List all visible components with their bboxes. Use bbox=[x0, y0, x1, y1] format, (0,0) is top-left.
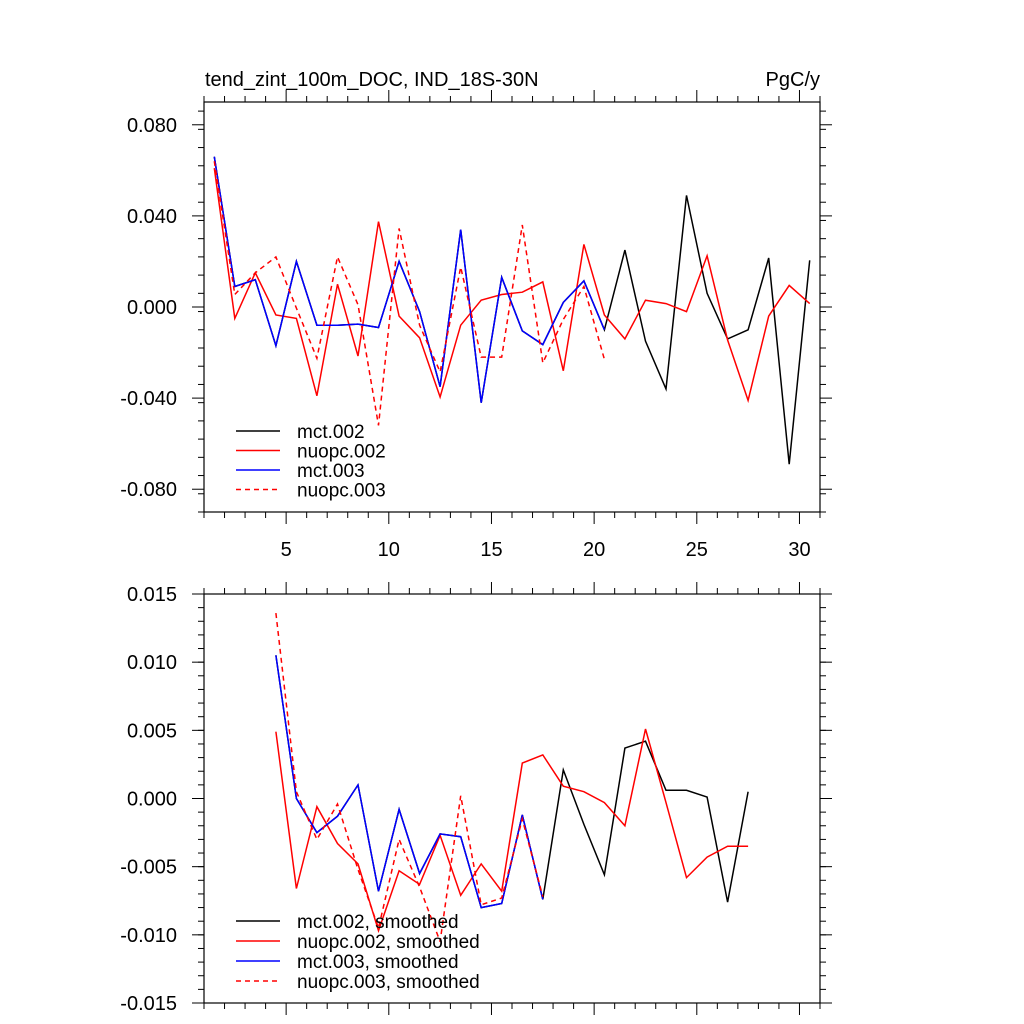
legend-label: mct.003 bbox=[297, 461, 365, 482]
bottom-panel: 0.015 0.010 0.005 0.000 -0.005 -0.010 -0.015 mc… bbox=[120, 582, 832, 1015]
y-tick-label: 0.000 bbox=[127, 789, 177, 811]
y-tick-label: -0.040 bbox=[120, 388, 177, 410]
y-tick-label: 0.010 bbox=[127, 652, 177, 674]
x-tick-label: 10 bbox=[378, 539, 400, 561]
y-tick-label: 0.000 bbox=[127, 297, 177, 319]
legend-label: mct.002, smoothed bbox=[297, 912, 459, 933]
x-tick-label: 5 bbox=[281, 539, 292, 561]
legend-label: mct.002 bbox=[297, 422, 365, 443]
series-line-mct-003-smoothed bbox=[275, 655, 544, 909]
y-tick-label: -0.005 bbox=[120, 857, 177, 879]
series-line-nuopc-003 bbox=[213, 161, 606, 426]
chart-title: tend_zint_100m_DOC, IND_18S-30N bbox=[205, 69, 539, 91]
top-panel: 0.080 0.040 0.000 -0.040 -0.080 5 10 15 20 25 30 te… bbox=[120, 69, 832, 561]
y-tick-label: -0.080 bbox=[120, 479, 177, 501]
y-tick-label: 0.015 bbox=[127, 584, 177, 606]
y-tick-label: -0.015 bbox=[120, 993, 177, 1015]
x-tick-label: 25 bbox=[686, 539, 708, 561]
legend-label: mct.003, smoothed bbox=[297, 952, 459, 973]
y-tick-label: 0.005 bbox=[127, 720, 177, 742]
legend-label: nuopc.003 bbox=[297, 481, 386, 502]
legend-label: nuopc.002, smoothed bbox=[297, 932, 480, 953]
legend-label: nuopc.002 bbox=[297, 442, 386, 463]
chart-units: PgC/y bbox=[766, 69, 820, 91]
legend-label: nuopc.003, smoothed bbox=[297, 972, 480, 993]
y-tick-label: 0.080 bbox=[127, 115, 177, 137]
x-tick-label: 15 bbox=[480, 539, 502, 561]
y-tick-label: -0.010 bbox=[120, 925, 177, 947]
series-line-nuopc-002-smoothed bbox=[275, 728, 749, 934]
series-line-mct-002-smoothed bbox=[275, 655, 749, 909]
y-tick-label: 0.040 bbox=[127, 206, 177, 228]
x-tick-label: 20 bbox=[583, 539, 605, 561]
series-line-nuopc-003-smoothed bbox=[275, 613, 544, 942]
x-tick-label: 30 bbox=[788, 539, 810, 561]
